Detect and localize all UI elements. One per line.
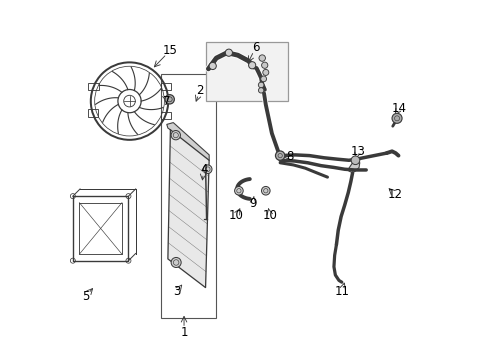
Circle shape: [351, 156, 360, 165]
Text: 1: 1: [180, 326, 188, 339]
Circle shape: [209, 62, 216, 69]
Text: 11: 11: [334, 285, 349, 298]
Circle shape: [275, 151, 285, 160]
Circle shape: [258, 82, 264, 88]
Text: 7: 7: [163, 95, 171, 108]
Circle shape: [171, 257, 181, 267]
Circle shape: [258, 87, 264, 93]
Text: 2: 2: [196, 84, 204, 97]
Circle shape: [262, 186, 270, 195]
Circle shape: [261, 76, 267, 82]
Text: 13: 13: [350, 145, 366, 158]
Circle shape: [203, 165, 212, 174]
Text: 14: 14: [392, 102, 407, 115]
Polygon shape: [168, 130, 209, 288]
Circle shape: [225, 49, 232, 56]
Circle shape: [165, 95, 174, 104]
FancyBboxPatch shape: [205, 42, 288, 101]
Polygon shape: [348, 160, 360, 173]
Circle shape: [259, 55, 266, 61]
Text: 6: 6: [252, 41, 260, 54]
Bar: [89, 83, 98, 90]
Circle shape: [248, 62, 256, 69]
Bar: [161, 112, 171, 119]
Bar: [88, 109, 98, 117]
Circle shape: [235, 186, 243, 195]
Text: 9: 9: [249, 197, 257, 210]
Circle shape: [392, 113, 402, 123]
Text: 3: 3: [173, 285, 180, 298]
Polygon shape: [167, 123, 209, 160]
Circle shape: [171, 131, 180, 140]
Text: 5: 5: [82, 290, 89, 303]
Text: 10: 10: [229, 210, 244, 222]
Circle shape: [262, 62, 268, 68]
Text: 12: 12: [388, 188, 402, 201]
Text: 10: 10: [263, 210, 277, 222]
Bar: [161, 83, 171, 90]
Text: 8: 8: [286, 150, 294, 163]
Circle shape: [263, 69, 269, 76]
Text: 15: 15: [162, 44, 177, 57]
Bar: [161, 74, 216, 318]
Text: 4: 4: [200, 163, 207, 176]
